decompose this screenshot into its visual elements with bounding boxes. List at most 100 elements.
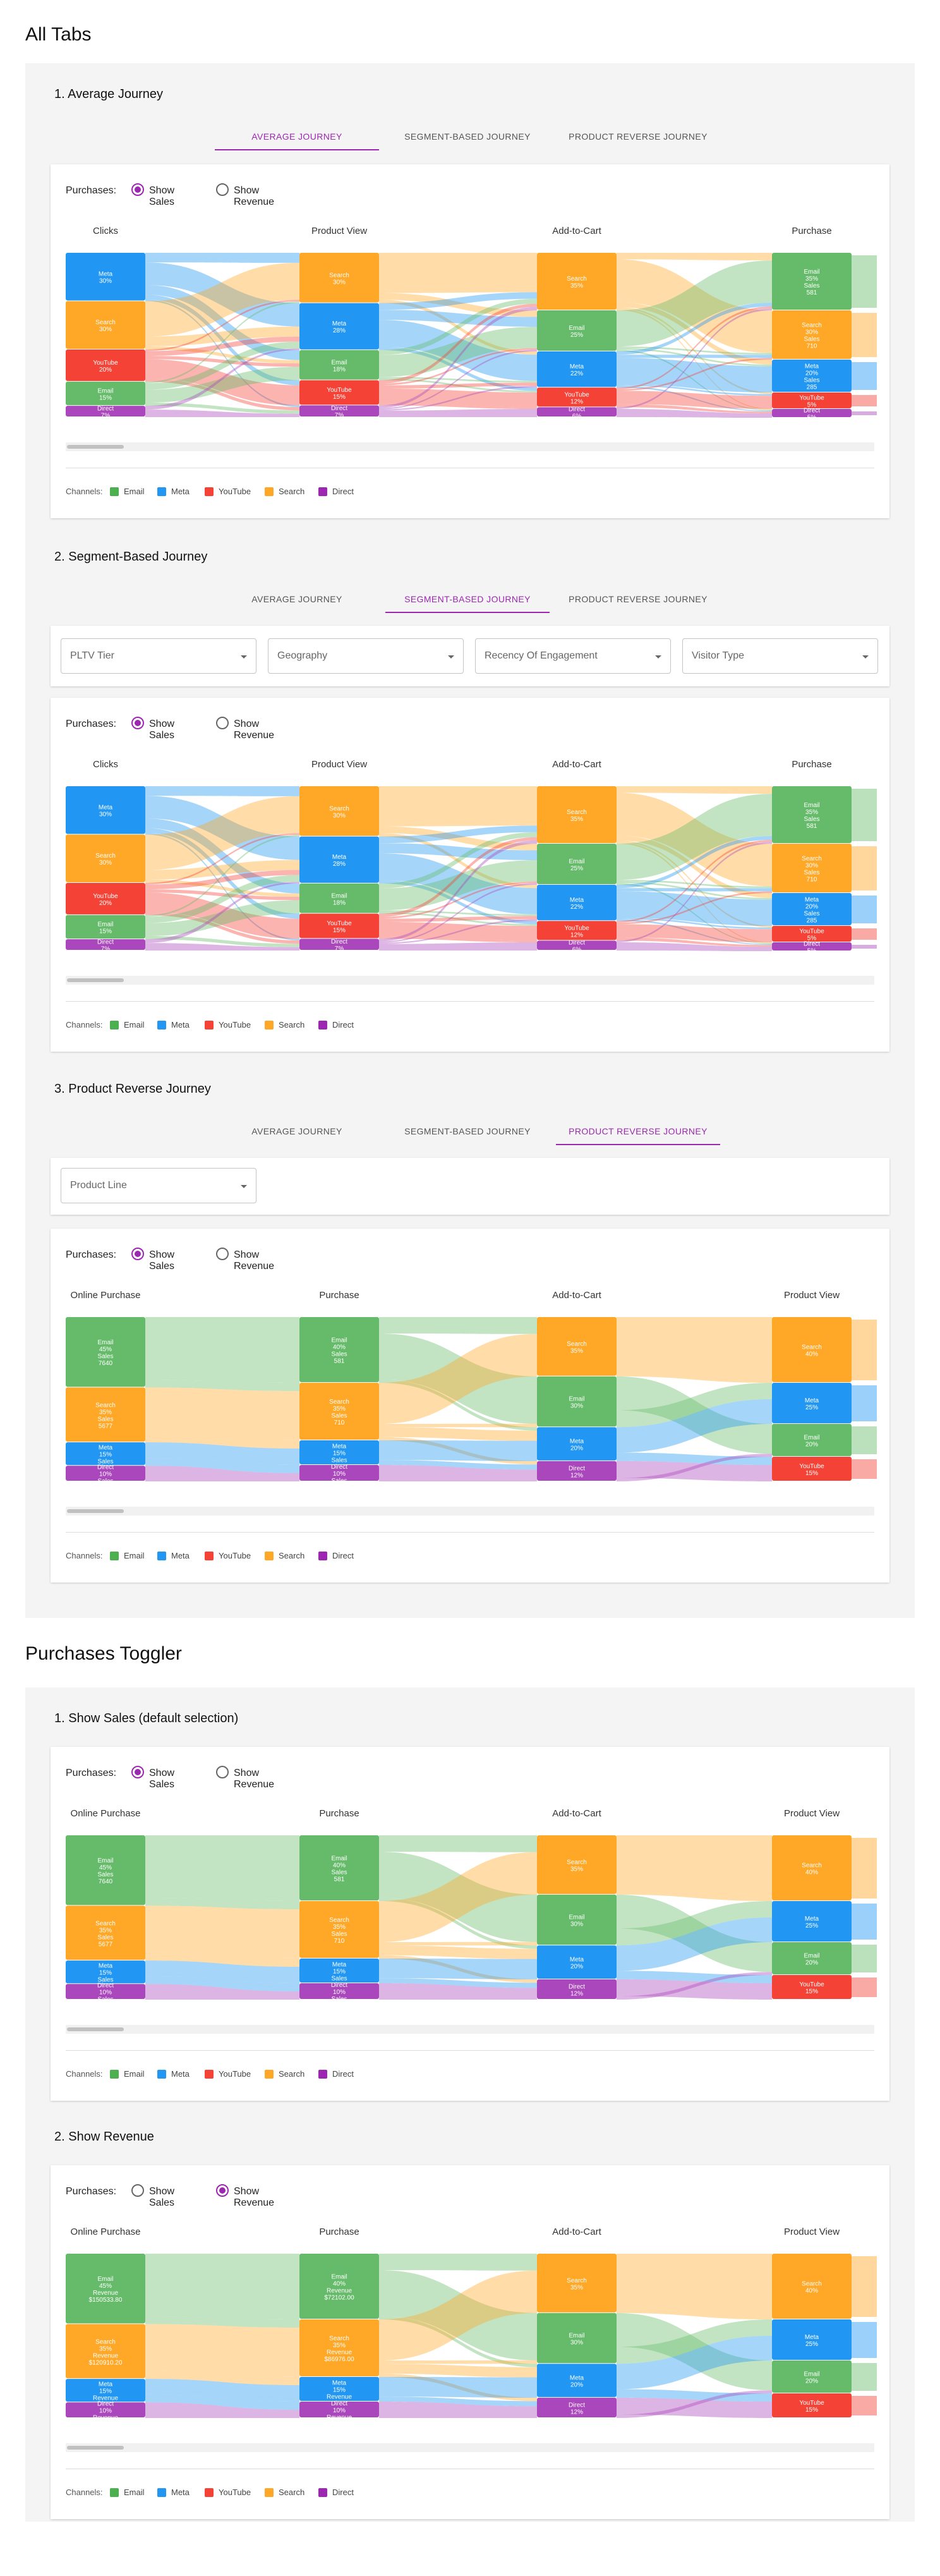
show-sales-radio[interactable] [131, 1766, 144, 1778]
show-sales-label[interactable]: Show Sales [149, 719, 175, 741]
scrollbar-thumb[interactable] [67, 2027, 124, 2031]
show-revenue-label[interactable]: Show Revenue [234, 1768, 275, 1790]
tab-average-journey[interactable]: AVERAGE JOURNEY [251, 1126, 342, 1136]
show-revenue-label[interactable]: Show Revenue [234, 185, 275, 207]
tab-average-journey[interactable]: AVERAGE JOURNEY [251, 594, 342, 604]
show-revenue-label[interactable]: Show Revenue [234, 2186, 275, 2208]
product-line-select[interactable]: Product Line [61, 1168, 256, 1203]
horizontal-scrollbar[interactable] [66, 442, 874, 451]
show-sales-label[interactable]: Show Sales [149, 1768, 175, 1790]
scrollbar-thumb[interactable] [67, 1509, 124, 1513]
tab-product-reverse-journey[interactable]: PRODUCT REVERSE JOURNEY [556, 1117, 720, 1145]
tab-segment-journey[interactable]: SEGMENT-BASED JOURNEY [385, 585, 550, 613]
scrollbar-thumb[interactable] [67, 2446, 124, 2450]
geography-select[interactable]: Geography [268, 638, 464, 674]
show-sales-radio[interactable] [131, 2184, 144, 2197]
tab-product-reverse-journey[interactable]: PRODUCT REVERSE JOURNEY [569, 131, 708, 142]
horizontal-scrollbar[interactable] [66, 2443, 874, 2452]
show-revenue-radio[interactable] [216, 183, 229, 196]
show-revenue-radio[interactable] [216, 2184, 229, 2197]
horizontal-scrollbar[interactable] [66, 2025, 874, 2034]
scrollbar-thumb[interactable] [67, 445, 124, 449]
show-sales-radio[interactable] [131, 183, 144, 196]
show-revenue-label[interactable]: Show Revenue [234, 719, 275, 741]
show-revenue-radio[interactable] [216, 717, 229, 729]
show-sales-label[interactable]: Show Sales [149, 2186, 175, 2208]
show-sales-radio[interactable] [131, 717, 144, 729]
visitor-type-select[interactable]: Visitor Type [682, 638, 878, 674]
tab-average-journey[interactable]: AVERAGE JOURNEY [215, 123, 379, 150]
show-revenue-radio[interactable] [216, 1766, 229, 1778]
show-sales-label[interactable]: Show Sales [149, 185, 175, 207]
